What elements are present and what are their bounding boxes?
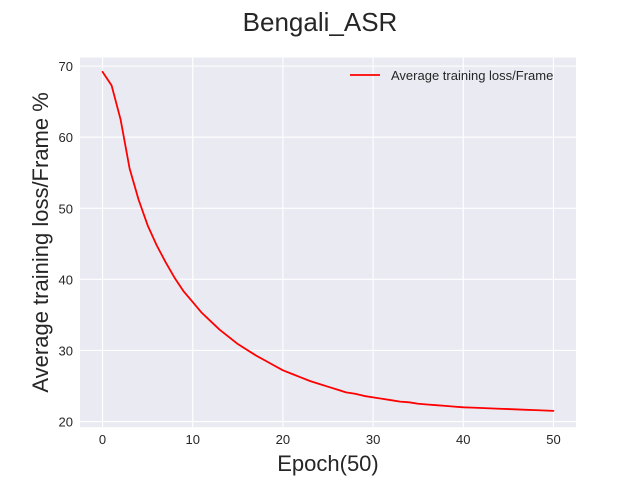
y-tick-label: 60	[59, 130, 73, 145]
y-tick-label: 50	[59, 201, 73, 216]
x-tick-labels: 0 10 20 30 40 50	[99, 432, 561, 447]
y-tick-label: 20	[59, 415, 73, 430]
legend-entry-label: Average training loss/Frame	[391, 68, 553, 83]
y-tick-label: 30	[59, 343, 73, 358]
series-layer	[101, 70, 555, 412]
legend: Average training loss/Frame	[350, 68, 553, 83]
plot-area	[80, 57, 576, 428]
x-tick-label: 30	[366, 432, 380, 447]
y-tick-label: 70	[59, 59, 73, 74]
x-tick-label: 40	[456, 432, 470, 447]
x-axis-label: Epoch(50)	[277, 451, 379, 476]
grid-lines	[80, 57, 576, 428]
y-axis-label: Average training loss/Frame %	[28, 92, 53, 392]
y-tick-label: 40	[59, 272, 73, 287]
x-tick-label: 0	[99, 432, 106, 447]
x-tick-label: 10	[185, 432, 199, 447]
chart-title: Bengali_ASR	[243, 7, 398, 37]
series-line-0	[101, 70, 555, 412]
x-tick-label: 20	[276, 432, 290, 447]
x-tick-label: 50	[546, 432, 560, 447]
y-tick-labels: 20 30 40 50 60 70	[59, 59, 73, 429]
